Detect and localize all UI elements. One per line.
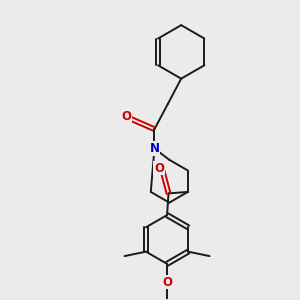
Text: N: N xyxy=(149,142,160,155)
Text: O: O xyxy=(162,276,172,289)
Text: O: O xyxy=(154,162,164,175)
Text: O: O xyxy=(122,110,132,123)
